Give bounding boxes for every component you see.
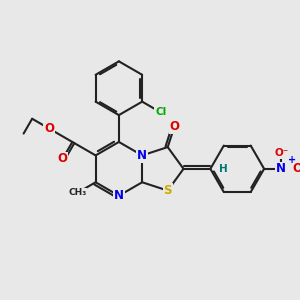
Text: O: O [58, 152, 68, 165]
Text: N: N [137, 149, 147, 162]
Text: +: + [288, 155, 296, 165]
Text: Cl: Cl [155, 107, 166, 117]
Text: O⁻: O⁻ [274, 148, 288, 158]
Text: O: O [44, 122, 54, 135]
Text: H: H [219, 164, 228, 174]
Text: N: N [276, 162, 286, 175]
Text: O: O [292, 162, 300, 175]
Text: CH₃: CH₃ [68, 188, 87, 197]
Text: S: S [164, 184, 172, 197]
Text: N: N [114, 189, 124, 202]
Text: O: O [169, 120, 179, 133]
